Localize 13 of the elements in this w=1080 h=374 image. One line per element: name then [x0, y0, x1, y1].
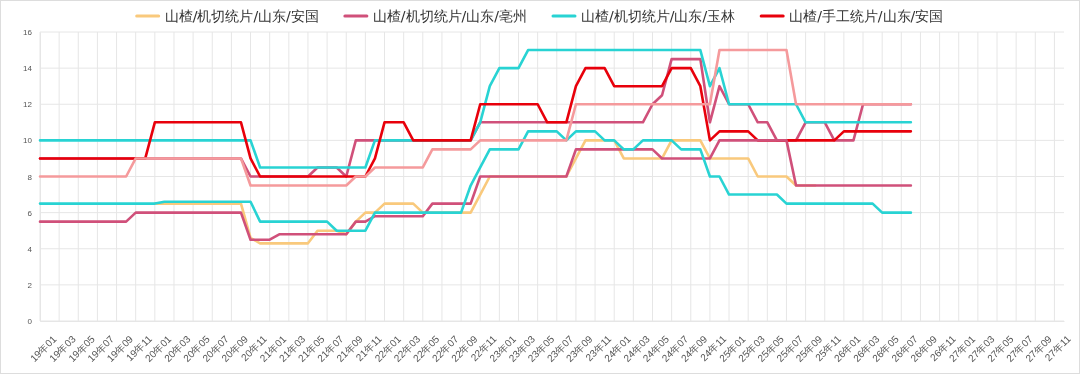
legend-label: 山楂/机切统片/山东/亳州 — [372, 8, 527, 24]
y-tick-label: 10 — [23, 136, 33, 146]
legend-label: 山楂/机切统片/山东/玉林 — [581, 8, 736, 24]
y-tick-label: 12 — [23, 100, 33, 110]
y-tick-label: 16 — [23, 28, 33, 38]
y-tick-label: 2 — [27, 280, 33, 290]
y-tick-label: 14 — [23, 64, 33, 74]
legend-label: 山楂/机切统片/山东/安国 — [164, 8, 319, 24]
y-tick-label: 8 — [27, 172, 33, 182]
legend-label: 山楂/手工统片/山东/安国 — [789, 8, 944, 24]
y-tick-label: 6 — [27, 208, 33, 218]
y-tick-label: 0 — [27, 317, 33, 327]
y-tick-label: 4 — [27, 244, 33, 254]
